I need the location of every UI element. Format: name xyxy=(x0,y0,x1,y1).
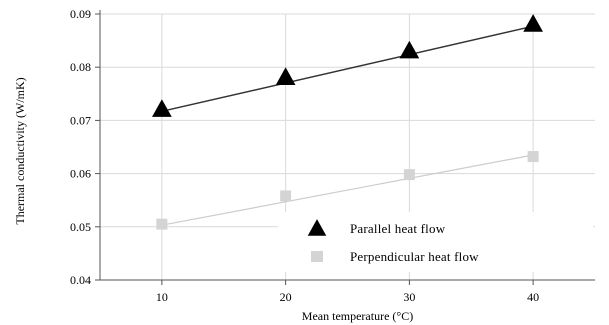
y-tick-label: 0.06 xyxy=(70,167,91,181)
trendline-perpendicular xyxy=(161,154,534,226)
data-point-parallel xyxy=(523,14,543,32)
trendline-parallel xyxy=(161,25,534,113)
data-point-parallel xyxy=(275,67,296,85)
y-axis-label: Thermal conductivity (W/mK) xyxy=(13,77,27,224)
data-point-perpendicular xyxy=(280,190,292,202)
y-tick-label: 0.04 xyxy=(70,273,91,287)
legend-label-parallel: Parallel heat flow xyxy=(350,221,446,236)
legend-marker-perpendicular xyxy=(311,251,323,262)
x-tick-label: 10 xyxy=(156,290,168,304)
data-point-perpendicular xyxy=(156,218,168,230)
data-point-parallel xyxy=(152,99,172,117)
legend-label-perpendicular: Perpendicular heat flow xyxy=(350,249,479,264)
x-axis-label: Mean temperature (°C) xyxy=(302,309,413,323)
data-point-parallel xyxy=(399,40,420,59)
x-tick-label: 20 xyxy=(280,290,292,304)
y-tick-label: 0.05 xyxy=(70,220,91,234)
y-tick-label: 0.08 xyxy=(70,60,91,74)
legend: Parallel heat flow Perpendicular heat fl… xyxy=(278,212,593,272)
legend-marker-parallel xyxy=(307,219,327,236)
legend-background xyxy=(278,212,593,272)
series xyxy=(152,14,543,230)
axes: 0.04 0.05 0.06 0.07 0.08 0.09 10 20 30 40 xyxy=(70,7,595,304)
data-point-perpendicular xyxy=(403,169,415,181)
x-tick-label: 40 xyxy=(527,290,539,304)
data-point-perpendicular xyxy=(527,151,539,163)
x-tick-label: 30 xyxy=(403,290,415,304)
y-tick-label: 0.07 xyxy=(70,113,91,127)
y-tick-label: 0.09 xyxy=(70,7,91,21)
